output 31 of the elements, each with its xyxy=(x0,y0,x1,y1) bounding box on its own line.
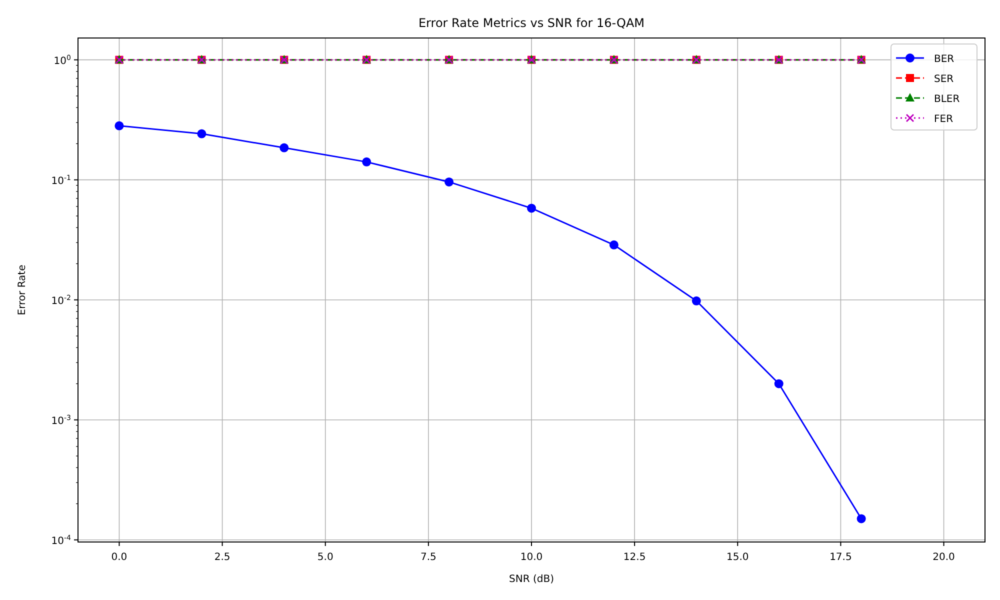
point xyxy=(774,379,784,388)
x-tick-label: 2.5 xyxy=(214,552,230,563)
y-axis-title: Error Rate xyxy=(17,264,28,316)
point xyxy=(856,514,866,524)
point xyxy=(114,121,124,130)
y-tick-label: 10$^{0}$ xyxy=(54,54,71,67)
point xyxy=(692,296,701,306)
x-tick-label: 0.0 xyxy=(111,552,128,563)
x-tick-label: 12.5 xyxy=(623,552,646,563)
x-tick-label: 5.0 xyxy=(317,552,334,563)
legend-label: BLER xyxy=(934,94,960,105)
y-tick-label: 10$^{-3}$ xyxy=(51,414,71,427)
point xyxy=(362,157,372,166)
point xyxy=(197,129,206,138)
chart-title: Error Rate Metrics vs SNR for 16-QAM xyxy=(418,16,645,30)
y-tick-label: 10$^{-2}$ xyxy=(51,294,71,307)
point xyxy=(527,204,536,213)
x-tick-label: 17.5 xyxy=(830,552,852,563)
point xyxy=(609,240,618,250)
x-tick-label: 7.5 xyxy=(420,552,436,563)
legend-label: FER xyxy=(934,114,954,125)
x-axis-title: SNR (dB) xyxy=(509,574,554,585)
x-tick-label: 10.0 xyxy=(520,552,543,563)
point xyxy=(444,177,454,186)
point xyxy=(280,143,289,152)
x-tick-label: 15.0 xyxy=(726,552,749,563)
x-tick-label: 20.0 xyxy=(932,552,955,563)
y-tick-label: 10$^{-4}$ xyxy=(51,534,72,547)
y-tick-label: 10$^{-1}$ xyxy=(51,174,71,187)
legend-label: BER xyxy=(934,54,954,65)
legend-label: SER xyxy=(934,74,954,85)
